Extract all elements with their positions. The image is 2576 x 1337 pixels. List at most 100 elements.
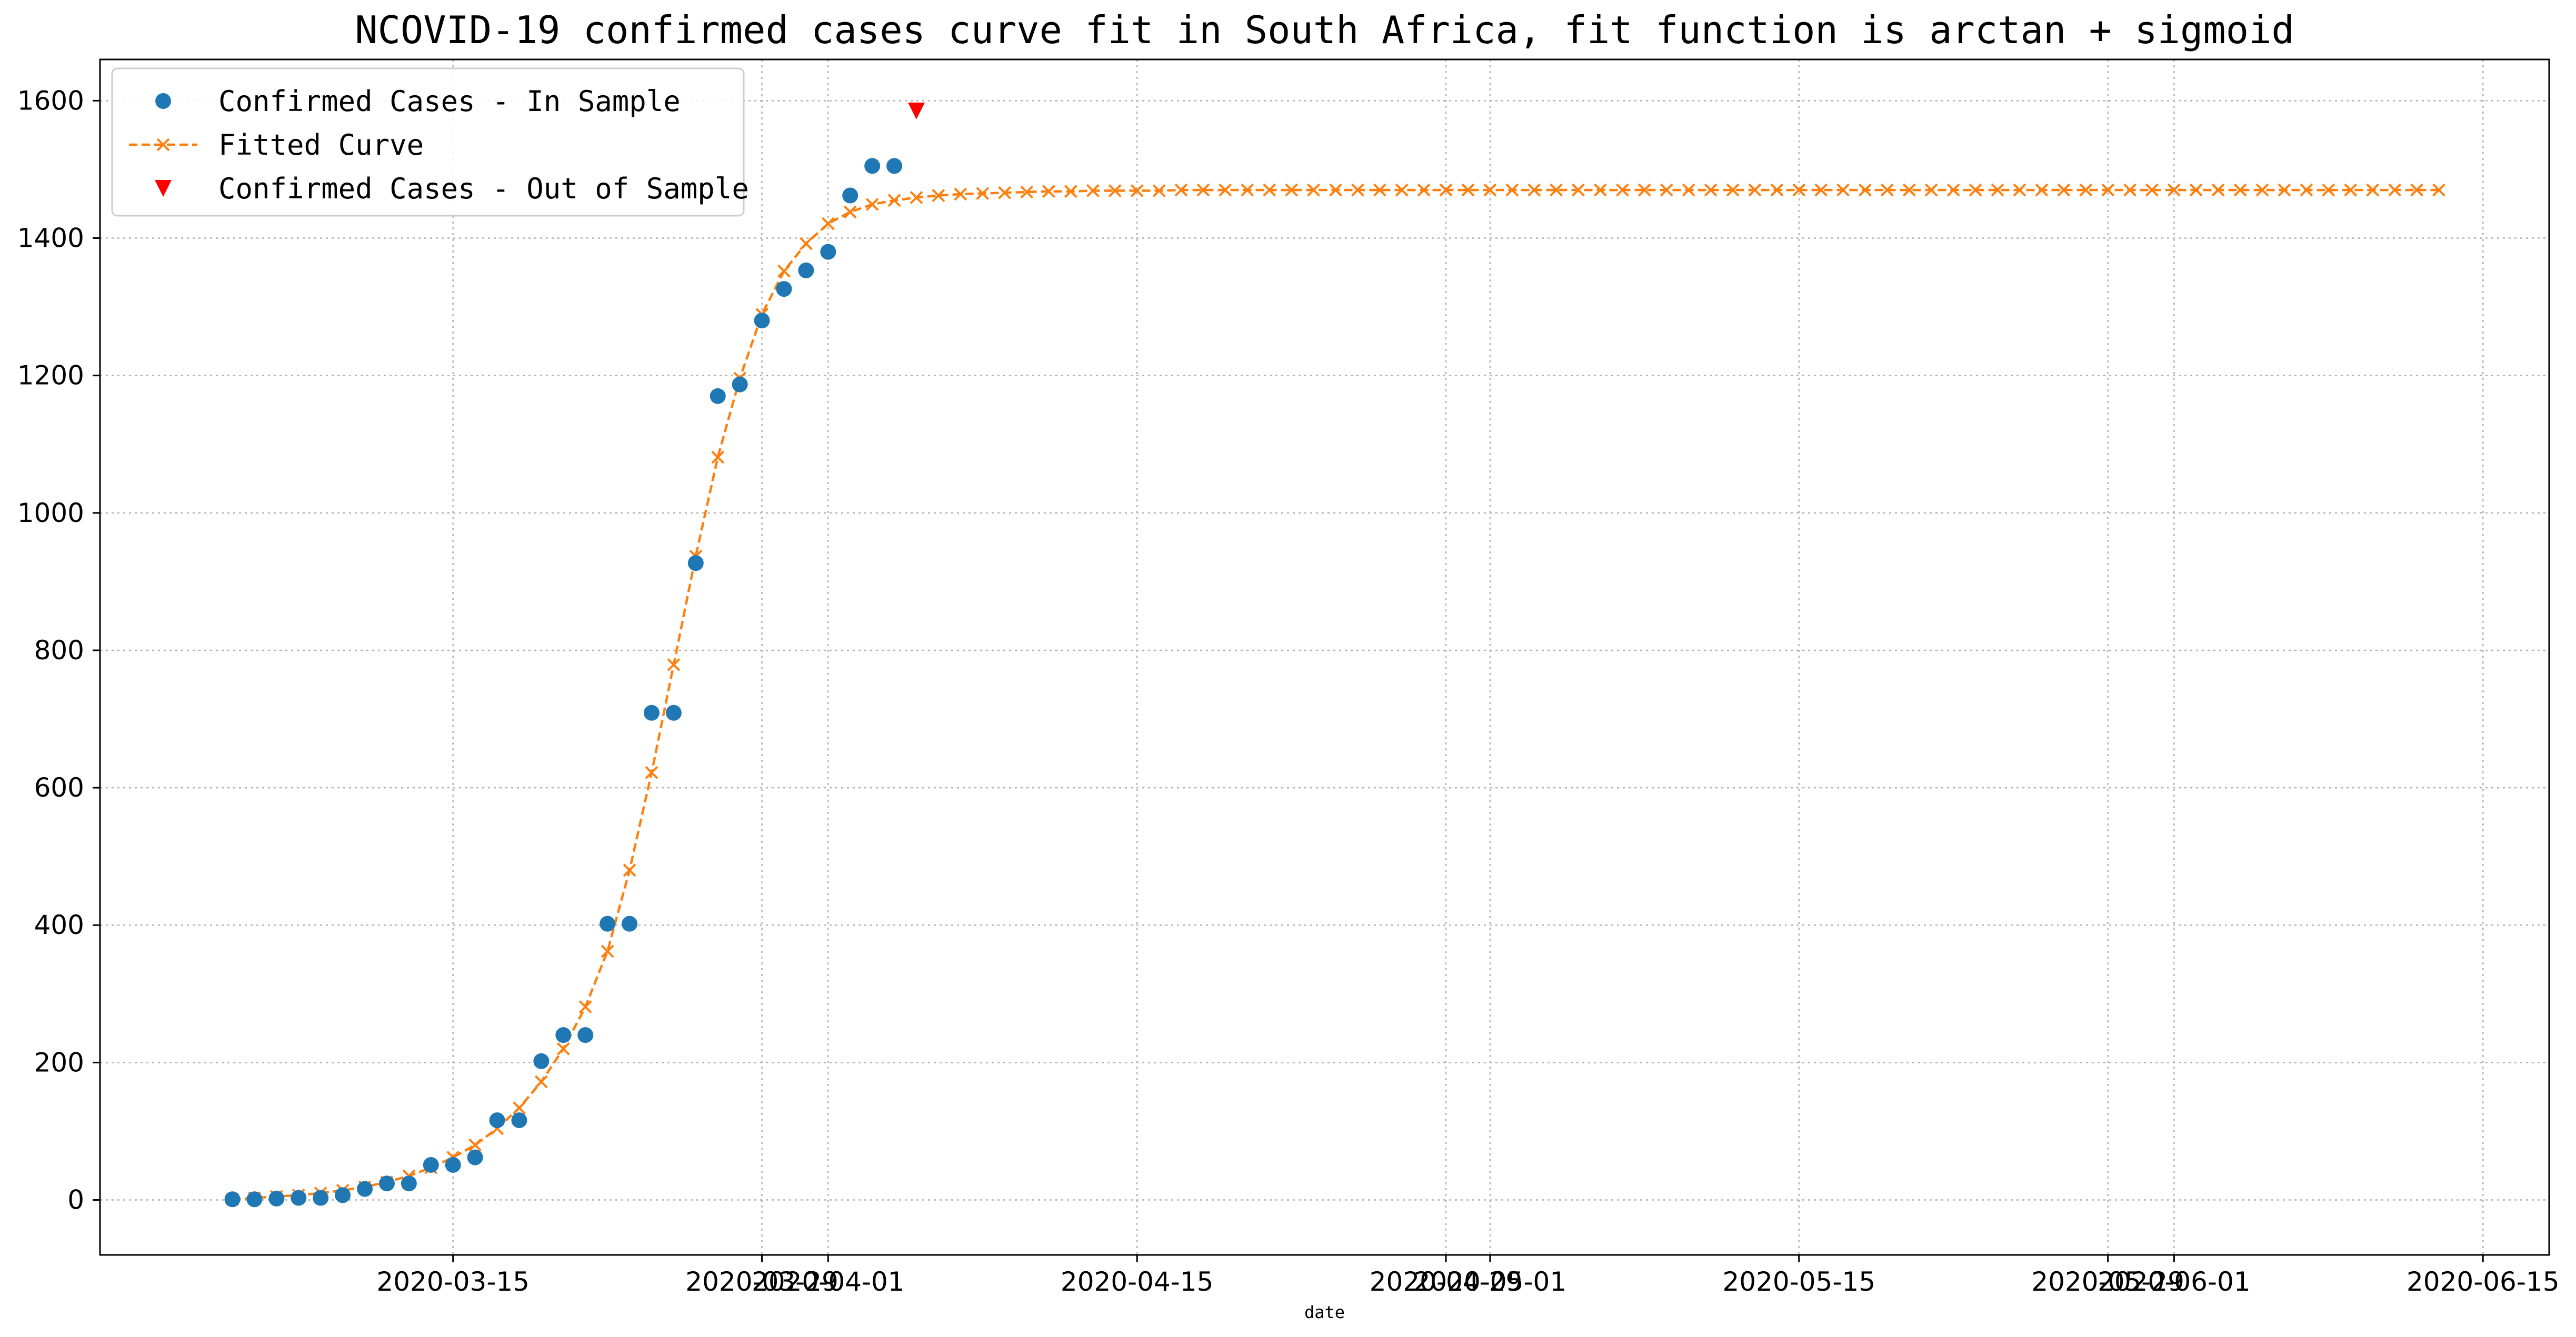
legend-label-fitted-curve: Fitted Curve (218, 128, 424, 162)
fitted-curve-point (865, 198, 879, 211)
fitted-curve-point (821, 217, 835, 230)
fitted-curve-point (534, 1075, 548, 1089)
fitted-curve-point (1351, 183, 1364, 197)
fitted-curve-point (2013, 183, 2026, 197)
fitted-curve-point (1108, 184, 1122, 197)
y-tick-label: 400 (34, 910, 84, 940)
in-sample-point (622, 916, 638, 932)
in-sample-point (335, 1187, 351, 1203)
in-sample-point (577, 1027, 594, 1043)
legend-box (111, 67, 745, 217)
in-sample-point (687, 555, 704, 571)
fitted-curve-point (1439, 183, 1453, 197)
x-tick-label: 2020-05-01 (1414, 1266, 1567, 1297)
in-sample-point (754, 313, 770, 329)
fitted-curve-point (601, 944, 614, 958)
fitted-curve-point (777, 264, 791, 278)
fitted-curve-point (2233, 183, 2247, 197)
fitted-curve-point (1174, 183, 1188, 197)
fitted-curve-point (1946, 183, 1960, 197)
in-sample-point (246, 1191, 263, 1208)
fitted-curve-point (1307, 183, 1320, 197)
fitted-curve-point (2079, 183, 2093, 197)
plot-series (224, 102, 2445, 1208)
legend-marker-out-of-sample-triangle (155, 180, 172, 197)
fitted-curve-point (1572, 183, 1585, 197)
fitted-curve-point (1395, 183, 1409, 197)
fitted-curve-point (932, 189, 945, 202)
fitted-curve-point (976, 187, 990, 200)
legend-marker-in-sample (155, 93, 171, 109)
fitted-curve-point (910, 191, 923, 204)
fitted-curve-point (998, 186, 1012, 199)
fitted-curve-point (2211, 183, 2225, 197)
out-of-sample-point (908, 102, 925, 119)
fitted-curve-point (1130, 184, 1144, 197)
fitted-curve-point (1285, 183, 1299, 197)
fitted-curve-point (1924, 183, 1938, 197)
fitted-curve-point (1660, 183, 1673, 197)
grid-lines (100, 59, 2549, 1255)
fitted-curve-point (1461, 183, 1475, 197)
y-tick-label: 1600 (17, 85, 84, 116)
fitted-curve-point (2432, 183, 2445, 197)
fitted-curve-point (645, 766, 658, 779)
in-sample-point (467, 1149, 483, 1165)
in-sample-point (776, 281, 792, 297)
x-tick-label: 2020-06-15 (2407, 1266, 2560, 1297)
fitted-curve-point (2322, 183, 2335, 197)
in-sample-point (511, 1112, 527, 1129)
fitted-curve-point (1969, 183, 1982, 197)
fitted-curve-point (843, 205, 857, 219)
plot-frame (99, 58, 2550, 1256)
fitted-curve-point (667, 658, 681, 671)
fitted-curve-point (2101, 183, 2115, 197)
fitted-curve-point (1373, 183, 1386, 197)
x-tick-label: 2020-04-29 (1370, 1266, 1523, 1297)
fitted-curve-point (2167, 183, 2181, 197)
fitted-curve-point (2123, 183, 2136, 197)
in-sample-point (842, 187, 858, 204)
fitted-curve-point (1263, 183, 1276, 197)
y-axis-ticks: 0 200 400 600 800 1000 1200 1400 1600 (17, 85, 100, 1215)
fitted-curve-point (556, 1042, 570, 1055)
in-sample-point (423, 1157, 439, 1173)
y-tick-label: 200 (34, 1047, 84, 1078)
in-sample-point (886, 158, 903, 174)
fitted-curve-point (799, 237, 813, 250)
chart-title: NCOVID-19 confirmed cases curve fit in S… (355, 8, 2294, 52)
fitted-curve-point (1814, 183, 1828, 197)
x-tick-label: 2020-06-01 (2098, 1266, 2251, 1297)
fitted-curve-point (1704, 183, 1718, 197)
fitted-curve-point (2189, 183, 2203, 197)
x-tick-label: 2020-04-01 (752, 1266, 905, 1297)
y-tick-label: 1200 (17, 360, 84, 391)
fitted-curve-point (1417, 183, 1431, 197)
fitted-curve-point (1859, 183, 1872, 197)
in-sample-point (401, 1175, 417, 1192)
fitted-curve-point (1726, 183, 1740, 197)
fitted-curve-point (2410, 183, 2423, 197)
fitted-curve-point (1219, 183, 1232, 197)
y-tick-label: 600 (34, 772, 84, 803)
in-sample-point (798, 262, 814, 278)
fitted-curve-point (887, 194, 901, 207)
x-tick-label: 2020-03-15 (376, 1266, 530, 1297)
y-tick-label: 1400 (17, 223, 84, 253)
in-sample-point (820, 244, 836, 260)
legend-label-in-sample: Confirmed Cases - In Sample (218, 85, 681, 118)
in-sample-point (643, 705, 660, 721)
legend: Confirmed Cases - In Sample Fitted Curve… (111, 67, 749, 217)
fitted-curve-point (2388, 183, 2401, 197)
in-sample-point (600, 916, 616, 932)
fitted-curve-point (1329, 183, 1342, 197)
fitted-curve-point (1836, 183, 1850, 197)
fitted-curve-point (1064, 185, 1077, 198)
x-tick-label: 2020-04-15 (1061, 1266, 1214, 1297)
fitted-curve-point (2145, 183, 2159, 197)
fitted-curve-point (1902, 183, 1916, 197)
y-tick-label: 800 (34, 635, 84, 666)
